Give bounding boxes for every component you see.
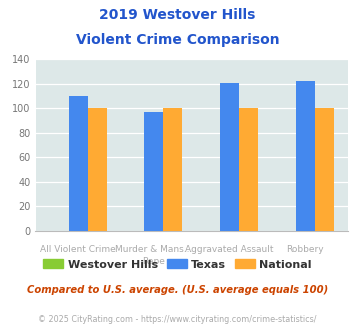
Text: Violent Crime Comparison: Violent Crime Comparison [76,33,279,47]
Text: 2019 Westover Hills: 2019 Westover Hills [99,8,256,22]
Text: © 2025 CityRating.com - https://www.cityrating.com/crime-statistics/: © 2025 CityRating.com - https://www.city… [38,315,317,324]
Bar [88,109,106,231]
Bar [69,96,88,231]
Text: Robbery: Robbery [286,245,324,254]
Legend: Westover Hills, Texas, National: Westover Hills, Texas, National [39,255,316,274]
Text: Aggravated Assault: Aggravated Assault [185,245,274,254]
Text: Murder & Mans...: Murder & Mans... [115,245,192,254]
Bar [163,109,182,231]
Bar [239,109,258,231]
Bar [144,112,163,231]
Bar [296,82,315,231]
Text: Rape: Rape [142,257,165,266]
Text: Compared to U.S. average. (U.S. average equals 100): Compared to U.S. average. (U.S. average … [27,285,328,295]
Bar [315,109,334,231]
Text: All Violent Crime: All Violent Crime [40,245,116,254]
Bar [220,83,239,231]
